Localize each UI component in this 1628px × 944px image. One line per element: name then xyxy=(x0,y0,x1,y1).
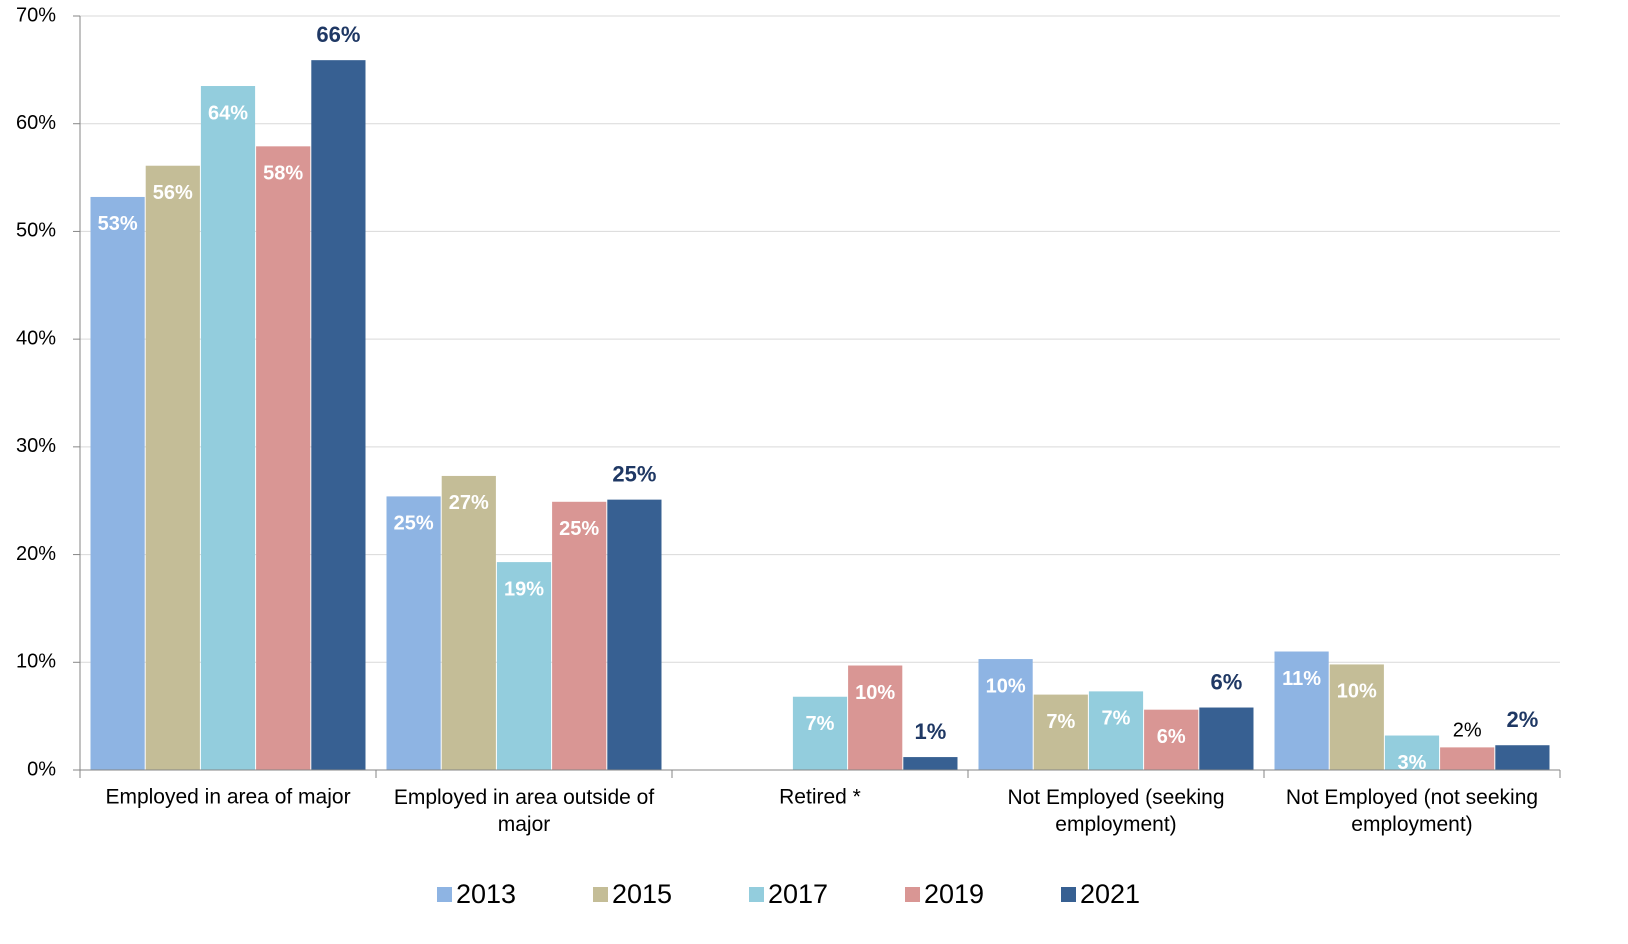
legend-swatch xyxy=(1061,887,1076,902)
bar xyxy=(1329,664,1384,770)
legend-swatch xyxy=(905,887,920,902)
bar xyxy=(1199,707,1254,770)
data-label: 25% xyxy=(559,518,599,540)
y-tick-label: 70% xyxy=(16,4,56,26)
y-tick-label: 60% xyxy=(16,112,56,134)
data-label: 10% xyxy=(855,682,895,704)
data-label: 3% xyxy=(1398,752,1427,774)
bar xyxy=(1274,651,1329,770)
x-tick-label: Retired * xyxy=(779,786,861,809)
x-tick-label: Employed in area of major xyxy=(105,786,350,809)
bar xyxy=(90,196,145,770)
data-label: 2% xyxy=(1453,720,1482,742)
legend-label: 2015 xyxy=(612,879,672,909)
bar xyxy=(311,60,366,771)
bar xyxy=(1088,691,1144,770)
data-label: 10% xyxy=(1337,681,1377,703)
bar xyxy=(607,499,662,770)
legend-swatch xyxy=(437,887,452,902)
legend-label: 2017 xyxy=(768,879,828,909)
data-label: 7% xyxy=(806,713,835,735)
bar xyxy=(1495,745,1550,770)
x-tick-label: Employed in area outside of major xyxy=(394,786,654,836)
data-label: 6% xyxy=(1157,726,1186,748)
bar xyxy=(1144,709,1199,770)
legend-label: 2021 xyxy=(1080,879,1140,909)
bar xyxy=(848,665,903,770)
data-label: 1% xyxy=(915,719,947,744)
legend-swatch xyxy=(749,887,764,902)
x-tick-label: Not Employed (seeking employment) xyxy=(1007,786,1224,836)
y-tick-label: 40% xyxy=(16,327,56,349)
bar xyxy=(1440,747,1495,770)
data-label: 27% xyxy=(449,492,489,514)
legend-swatch xyxy=(593,887,608,902)
data-label: 53% xyxy=(98,213,138,235)
data-label: 2% xyxy=(1507,707,1539,732)
bar xyxy=(1384,735,1440,770)
bar xyxy=(145,165,200,771)
data-label: 6% xyxy=(1211,669,1243,694)
bar xyxy=(256,146,311,770)
legend-label: 2013 xyxy=(456,879,516,909)
bar xyxy=(792,696,848,770)
data-label: 10% xyxy=(986,675,1026,697)
data-label: 11% xyxy=(1282,668,1321,690)
bar xyxy=(441,475,496,770)
bar xyxy=(978,659,1033,770)
y-tick-label: 20% xyxy=(16,543,56,565)
y-tick-label: 50% xyxy=(16,220,56,242)
bar xyxy=(386,496,441,770)
data-label: 25% xyxy=(612,461,656,486)
data-label: 66% xyxy=(316,22,360,47)
data-label: 56% xyxy=(153,182,193,204)
x-tick-label: Not Employed (not seeking employment) xyxy=(1286,786,1538,836)
y-tick-label: 30% xyxy=(16,435,56,457)
bar xyxy=(552,501,607,770)
data-label: 64% xyxy=(208,102,248,124)
data-label: 19% xyxy=(504,578,544,600)
data-label: 7% xyxy=(1046,711,1075,733)
bar xyxy=(1033,694,1088,770)
bar xyxy=(903,757,958,770)
data-label: 58% xyxy=(263,163,303,185)
y-tick-label: 10% xyxy=(16,651,56,673)
data-label: 7% xyxy=(1102,708,1131,730)
bar xyxy=(496,562,552,770)
data-label: 25% xyxy=(394,513,434,535)
legend-label: 2019 xyxy=(924,879,984,909)
bar xyxy=(200,86,256,770)
y-tick-label: 0% xyxy=(27,758,56,780)
